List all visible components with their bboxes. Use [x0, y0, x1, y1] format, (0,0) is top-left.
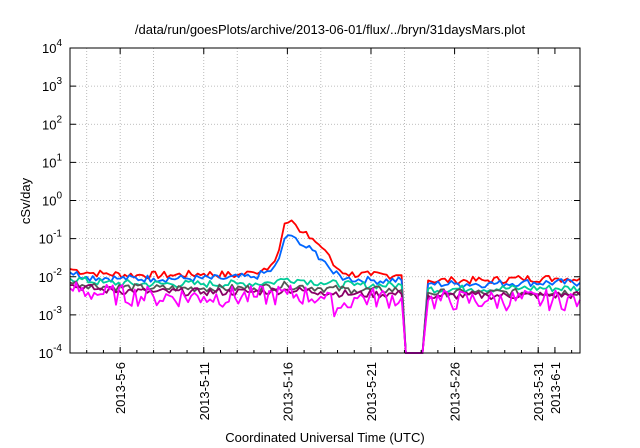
series-line	[69, 280, 581, 354]
x-tick-label: 2013-5-16	[280, 362, 295, 421]
x-tick-label: 2013-5-21	[364, 362, 379, 421]
x-tick-label: 2013-5-31	[531, 362, 546, 421]
y-tick-label: 103	[42, 76, 62, 94]
y-tick-label: 10-2	[39, 267, 63, 285]
grid	[70, 48, 580, 353]
x-axis: 2013-5-6 2013-5-11 2013-5-16 2013-5-21 2013-…	[69, 48, 573, 421]
x-tick-label: 2013-6-1	[548, 362, 563, 414]
y-tick-label: 10-3	[39, 305, 63, 323]
x-tick-label: 2013-5-6	[113, 362, 128, 414]
y-tick-label: 10-4	[39, 343, 63, 361]
y-tick-label: 102	[42, 114, 62, 132]
y-axis: 10-4 10-3 10-2 10-1 100 101 102 103 104	[39, 38, 580, 361]
y-axis-label: cSv/day	[18, 177, 33, 224]
y-tick-label: 10-1	[39, 229, 63, 247]
series-line	[69, 283, 581, 354]
chart-title: /data/run/goesPlots/archive/2013-06-01/f…	[135, 22, 526, 37]
y-tick-label: 101	[42, 152, 62, 170]
series-line	[69, 281, 581, 354]
y-tick-label: 100	[42, 191, 62, 209]
series-line	[69, 234, 581, 354]
plot-area	[69, 219, 581, 354]
y-tick-label: 104	[42, 38, 62, 56]
x-tick-label: 2013-5-26	[448, 362, 463, 421]
x-tick-label: 2013-5-11	[197, 362, 212, 420]
x-axis-label: Coordinated Universal Time (UTC)	[225, 430, 424, 445]
